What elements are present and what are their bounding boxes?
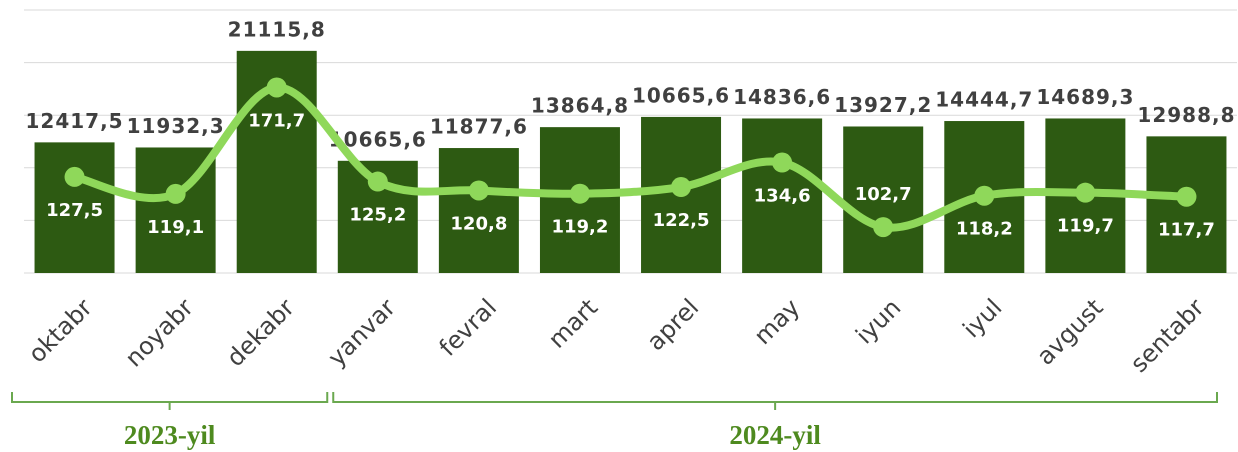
x-tick-label: sentabr — [1125, 293, 1210, 378]
line-value-label: 119,2 — [551, 217, 608, 238]
bar-value-label: 11877,6 — [430, 115, 528, 139]
bar-value-label: 13864,8 — [531, 94, 629, 118]
line-value-label: 134,6 — [754, 186, 811, 207]
x-tick-label: yanvar — [323, 293, 402, 372]
bar — [843, 126, 924, 273]
bar-value-label: 11932,3 — [127, 114, 225, 138]
line-value-label: 102,7 — [855, 184, 912, 205]
group-bracket — [332, 392, 1218, 410]
x-tick-label: aprel — [642, 293, 705, 356]
line-value-label: 119,7 — [1057, 216, 1114, 237]
line-marker — [266, 77, 287, 98]
bar-value-label: 14689,3 — [1036, 85, 1134, 109]
line-value-label: 119,1 — [147, 217, 204, 238]
line-value-label: 171,7 — [248, 110, 305, 131]
line-value-label: 120,8 — [450, 213, 507, 234]
line-marker — [671, 177, 692, 198]
x-tick-label: mart — [543, 293, 603, 353]
line-marker — [1075, 182, 1096, 203]
line-marker — [165, 183, 186, 204]
line-value-label: 122,5 — [653, 210, 710, 231]
line-marker — [974, 185, 995, 206]
x-tick-label: dekabr — [221, 293, 300, 372]
bar — [438, 148, 519, 273]
bar-value-label: 10665,6 — [632, 83, 730, 107]
x-tick-label: noyabr — [120, 293, 199, 372]
x-tick-label: iyun — [850, 293, 906, 349]
line-marker — [468, 180, 489, 201]
bar — [34, 142, 115, 273]
x-tick-label: fevral — [434, 293, 502, 361]
bar-value-label: 12417,5 — [25, 109, 123, 133]
line-value-label: 117,7 — [1158, 220, 1215, 241]
line-marker — [569, 183, 590, 204]
x-tick-label: may — [749, 293, 806, 350]
group-label: 2024-yil — [729, 420, 821, 450]
bar-value-label: 12988,8 — [1137, 103, 1235, 127]
line-marker — [873, 217, 894, 238]
line-value-label: 127,5 — [46, 200, 103, 221]
line-marker — [1176, 186, 1197, 207]
line-marker — [64, 166, 85, 187]
group-bracket — [11, 392, 329, 410]
bar — [742, 118, 823, 273]
bar-value-label: 14836,6 — [733, 85, 831, 109]
line-marker — [367, 171, 388, 192]
bar-value-label: 21115,8 — [228, 17, 326, 41]
x-tick-label: iyul — [957, 293, 1007, 343]
line-marker — [772, 152, 793, 173]
line-value-label: 118,2 — [956, 219, 1013, 240]
bar-value-label: 14444,7 — [935, 88, 1033, 112]
x-tick-label: avgust — [1031, 293, 1108, 370]
line-value-label: 125,2 — [349, 205, 406, 226]
group-label: 2023-yil — [124, 420, 216, 450]
bar-value-label: 13927,2 — [834, 93, 932, 117]
x-tick-label: oktabr — [23, 293, 98, 368]
